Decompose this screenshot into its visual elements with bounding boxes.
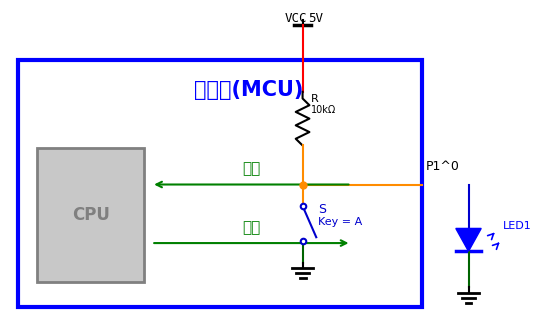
Text: LED1: LED1 bbox=[502, 221, 531, 232]
Polygon shape bbox=[456, 228, 481, 251]
Text: 10kΩ: 10kΩ bbox=[311, 106, 336, 115]
Text: 5V: 5V bbox=[309, 12, 324, 25]
Text: CPU: CPU bbox=[72, 206, 109, 224]
Text: 输出: 输出 bbox=[242, 220, 261, 235]
Text: 单片机(MCU): 单片机(MCU) bbox=[194, 80, 304, 100]
Bar bbox=[37, 148, 145, 282]
Text: 输入: 输入 bbox=[242, 162, 261, 176]
Text: P1^0: P1^0 bbox=[426, 161, 459, 173]
Bar bbox=[18, 60, 422, 307]
Text: Key = A: Key = A bbox=[318, 216, 363, 227]
Text: VCC: VCC bbox=[285, 12, 308, 25]
Text: S: S bbox=[318, 203, 326, 216]
Text: R: R bbox=[311, 94, 319, 104]
